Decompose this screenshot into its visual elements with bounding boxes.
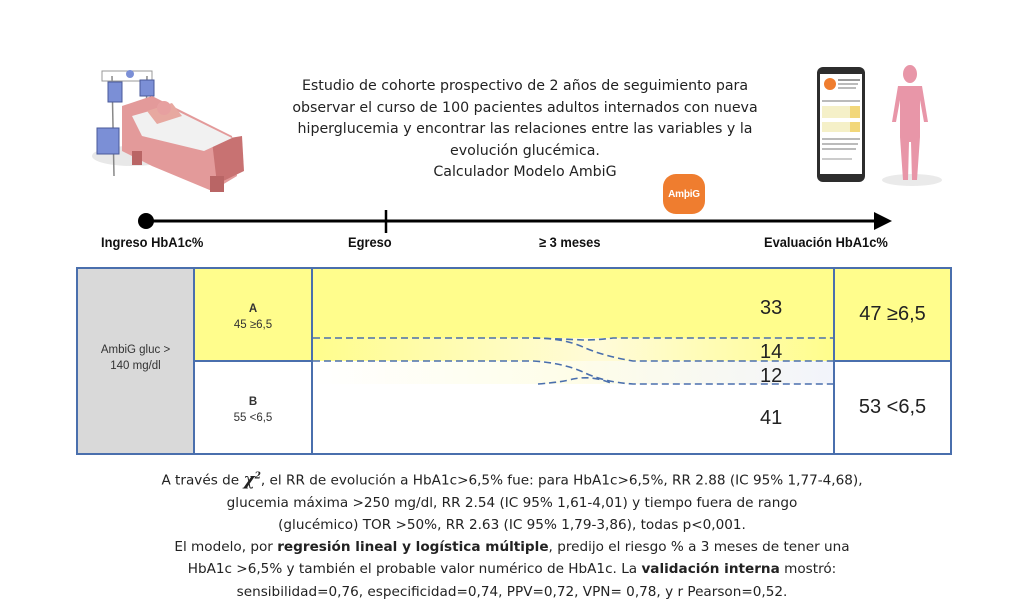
intro-line: evolución glucémica. — [450, 142, 600, 159]
chi-superscript: 2 — [254, 471, 261, 481]
summary-line-6: sensibilidad=0,76, especificidad=0,74, P… — [236, 583, 788, 600]
chi-letter: χ — [243, 469, 255, 490]
ambig-logo-badge: AmϸiG — [663, 174, 705, 214]
outcome-low-text: 53 <6,5 — [858, 396, 927, 418]
chi-square-symbol: χ2 — [243, 470, 260, 490]
outcome-low-cell: 53 <6,5 — [833, 360, 952, 455]
group-b-letter: B — [248, 396, 258, 408]
timeline — [138, 210, 892, 233]
flow-value-41: 41 — [760, 407, 783, 429]
timeline-label-evaluacion: Evaluación HbA1c% — [764, 234, 888, 250]
hospital-bed-illustration — [92, 70, 244, 192]
criterion-line: 140 mg/dl — [110, 360, 161, 372]
group-a-detail: 45 ≥6,5 — [233, 319, 273, 331]
group-a-letter: A — [248, 303, 258, 315]
summary-line-2: glucemia máxima >250 mg/dl, RR 2.54 (IC … — [226, 494, 798, 511]
timeline-label-ingreso: Ingreso HbA1c% — [101, 234, 204, 250]
outcome-high-text: 47 ≥6,5 — [859, 303, 926, 325]
flow-value-12: 12 — [760, 365, 783, 387]
group-a-cell: A 45 ≥6,5 — [193, 267, 313, 362]
summary-line-1: A través de χ2, el RR de evolución a HbA… — [70, 465, 954, 492]
group-b-detail: 55 <6,5 — [233, 412, 273, 424]
timeline-label-3-meses: ≥ 3 meses — [539, 234, 601, 250]
timeline-arrowhead-icon — [874, 212, 892, 230]
summary-text: HbA1c >6,5% y también el probable valor … — [187, 561, 642, 578]
flow-area: 33 14 12 41 — [311, 267, 835, 455]
summary-text: mostró: — [779, 561, 837, 578]
summary-text: A través de — [161, 472, 244, 489]
criterion-cell: AmbiG gluc > 140 mg/dl — [76, 267, 195, 455]
summary-text: El modelo, por — [174, 539, 278, 556]
intro-line: Estudio de cohorte prospectivo de 2 años… — [301, 78, 749, 94]
results-summary: A través de χ2, el RR de evolución a HbA… — [70, 465, 954, 603]
summary-bold-text: regresión lineal y logística múltiple — [277, 539, 549, 556]
timeline-label-egreso: Egreso — [348, 234, 392, 250]
summary-bold-text: validación interna — [641, 561, 780, 578]
flow-value-14: 14 — [760, 341, 783, 363]
phone-and-figure-illustration — [817, 65, 942, 186]
criterion-line: AmbiG gluc > — [100, 344, 171, 356]
intro-line: observar el curso de 100 pacientes adult… — [292, 99, 758, 116]
calculator-title: Calculador Modelo AmbiG — [433, 164, 617, 180]
summary-line-4: El modelo, por regresión lineal y logíst… — [70, 536, 954, 558]
summary-text: , el RR de evolución a HbA1c>6,5% fue: p… — [260, 472, 863, 489]
summary-line-3: (glucémico) TOR >50%, RR 2.63 (IC 95% 1,… — [278, 517, 746, 534]
flow-value-33: 33 — [760, 297, 783, 319]
summary-text: , predijo el riesgo % a 3 meses de tener… — [548, 539, 850, 556]
group-b-cell: B 55 <6,5 — [193, 360, 313, 455]
outcome-high-cell: 47 ≥6,5 — [833, 267, 952, 362]
intro-line: hiperglucemia y encontrar las relaciones… — [297, 121, 753, 137]
summary-line-5: HbA1c >6,5% y también el probable valor … — [70, 558, 954, 580]
study-description: Estudio de cohorte prospectivo de 2 años… — [270, 76, 780, 184]
